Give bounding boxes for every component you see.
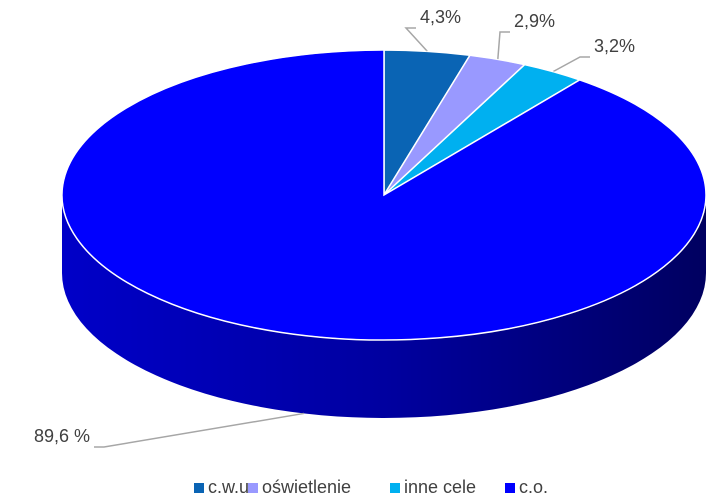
leader-line <box>94 412 305 448</box>
pie-slice <box>61 49 706 341</box>
legend-swatch <box>505 483 515 493</box>
data-label: 89,6 % <box>34 426 90 446</box>
pie-side <box>62 195 706 418</box>
legend-label: inne cele <box>404 477 476 497</box>
data-label: 3,2% <box>594 36 635 56</box>
leader-line <box>497 31 510 60</box>
legend-swatch <box>248 483 258 493</box>
leader-line <box>404 27 428 52</box>
legend-swatch <box>390 483 400 493</box>
legend-swatch <box>194 483 204 493</box>
pie-rim <box>61 49 706 341</box>
legend-label: c.w.u. <box>208 477 254 497</box>
leader-line <box>552 56 590 73</box>
legend-label: oświetlenie <box>262 477 351 497</box>
data-label: 2,9% <box>514 11 555 31</box>
legend-label: c.o. <box>519 477 548 497</box>
data-label: 4,3% <box>420 7 461 27</box>
